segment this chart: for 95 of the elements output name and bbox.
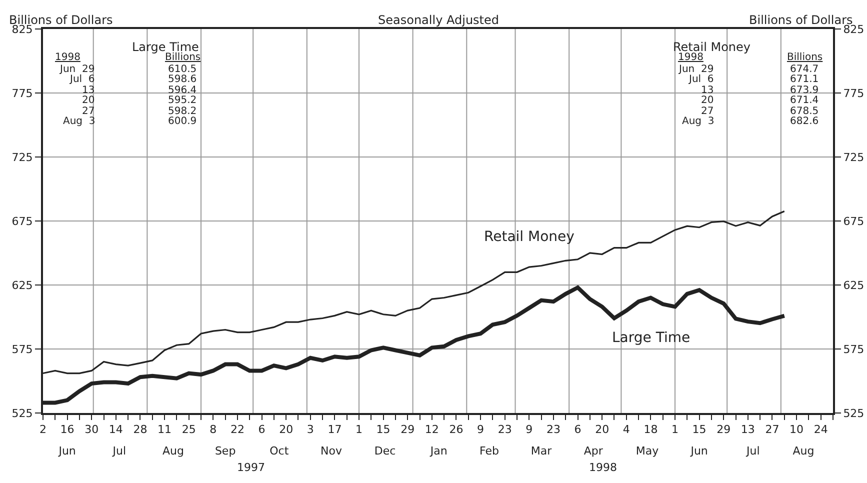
x-tick-label: 1 <box>672 423 678 436</box>
annotation: Billions <box>787 52 823 63</box>
text: 1998 <box>589 461 617 474</box>
x2-tick-label: Dec <box>374 444 396 458</box>
x-tick-label: 3 <box>306 423 314 436</box>
x-tick-label: 1 <box>356 423 362 436</box>
x-tick-label: 8 <box>210 423 217 436</box>
annotation: 671.4 <box>790 95 819 106</box>
y2-tick-label: 525 <box>843 406 864 420</box>
x-tick-label: 9 <box>526 423 533 436</box>
x-tick-label: 24 <box>814 423 828 436</box>
x-tick-label: 2 <box>40 423 46 436</box>
annotation: 598.6 <box>168 74 197 85</box>
y-tick-label: 575 <box>12 342 33 356</box>
annotation: 598.2 <box>168 106 197 117</box>
x2-tick-label: Jun <box>58 444 76 458</box>
x2-tick-label: Jul <box>745 444 760 458</box>
x-tick-label: 14 <box>108 423 123 436</box>
x2-tick-label: Jul <box>112 444 126 458</box>
x-tick-label: 18 <box>644 423 658 436</box>
annotation: 595.2 <box>168 95 197 106</box>
y-tick-label: 625 <box>12 278 33 292</box>
x-tick-label: 6 <box>574 423 582 436</box>
x2-tick-label: Sep <box>214 444 236 458</box>
x-tick-label: 29 <box>400 423 415 436</box>
annotation: 673.9 <box>790 85 819 96</box>
x-tick-label: 23 <box>498 423 512 436</box>
x-tick-label: 6 <box>258 423 266 436</box>
chart-title: Seasonally Adjusted <box>378 13 500 27</box>
annotation: Jun 29 <box>678 64 714 75</box>
series-label: Retail Money <box>484 229 574 245</box>
y-tick-label: 525 <box>12 406 33 420</box>
y2-tick-label: 775 <box>843 86 864 100</box>
x-tick-label: 16 <box>60 423 74 436</box>
x-tick-label: 25 <box>182 423 196 436</box>
x-tick-label: 9 <box>477 423 484 436</box>
annotation: Jul 6 <box>69 74 95 85</box>
x2-tick-label: Nov <box>320 444 342 458</box>
annotation: 600.9 <box>168 116 197 127</box>
annotation: 20 <box>701 95 714 106</box>
y2-tick-label: 575 <box>843 342 864 356</box>
y2-tick-label: 675 <box>843 214 864 228</box>
annotation: Aug 3 <box>63 116 96 127</box>
y-tick-label: 725 <box>12 150 33 164</box>
annotation: 1998 <box>55 52 80 63</box>
x2-tick-label: Mar <box>530 444 552 458</box>
x2-tick-label: May <box>636 444 660 458</box>
y2-tick-label: 725 <box>843 150 864 164</box>
annotation: 596.4 <box>168 85 197 96</box>
x2-tick-label: Oct <box>270 444 290 458</box>
x-tick-label: 12 <box>424 423 439 436</box>
y-tick-label: 675 <box>12 214 33 228</box>
annotation: 1998 <box>678 52 704 63</box>
annotation: 678.5 <box>790 106 819 117</box>
annotation: 610.5 <box>168 64 197 75</box>
x-tick-label: 17 <box>328 423 342 436</box>
x2-tick-label: Jan <box>429 444 448 458</box>
x-tick-label: 27 <box>765 423 780 436</box>
x-tick-label: 15 <box>692 423 706 436</box>
annotation: 682.6 <box>790 116 819 127</box>
x-tick-label: 11 <box>158 423 172 436</box>
y-tick-label: 775 <box>12 86 33 100</box>
x2-tick-label: Aug <box>792 444 814 458</box>
y2-tick-label: 625 <box>843 278 864 292</box>
x-tick-label: 20 <box>595 423 610 436</box>
x-tick-label: 28 <box>133 423 148 436</box>
x-tick-label: 22 <box>230 423 244 436</box>
x-tick-label: 4 <box>622 423 630 436</box>
annotation: 27 <box>701 106 714 117</box>
series-label: Large Time <box>612 330 690 346</box>
annotation: 13 <box>82 85 95 96</box>
annotation: 20 <box>82 95 95 106</box>
annotation: 27 <box>82 106 95 117</box>
text: 1997 <box>237 461 265 474</box>
annotation: Jun 29 <box>59 64 95 75</box>
x-tick-label: 23 <box>546 423 560 436</box>
x2-tick-label: Aug <box>162 444 184 458</box>
x2-tick-label: Jun <box>690 444 708 458</box>
annotation: Aug 3 <box>682 116 714 127</box>
annotation: 671.1 <box>790 74 819 85</box>
x-tick-label: 15 <box>376 423 390 436</box>
x-tick-label: 29 <box>716 423 731 436</box>
y-tick-label: 825 <box>12 22 33 36</box>
x2-tick-label: Feb <box>479 444 499 458</box>
annotation: 13 <box>701 85 714 96</box>
x-tick-label: 20 <box>279 423 294 436</box>
annotation: Retail Money <box>673 40 751 54</box>
x-tick-label: 10 <box>790 423 804 436</box>
annotation: Jul 6 <box>688 74 714 85</box>
annotation: Billions <box>165 52 201 63</box>
x2-tick-label: Apr <box>584 444 604 458</box>
annotation: 674.7 <box>790 64 819 75</box>
x-tick-label: 26 <box>449 423 464 436</box>
x-tick-label: 13 <box>740 423 755 436</box>
x-tick-label: 30 <box>84 423 99 436</box>
